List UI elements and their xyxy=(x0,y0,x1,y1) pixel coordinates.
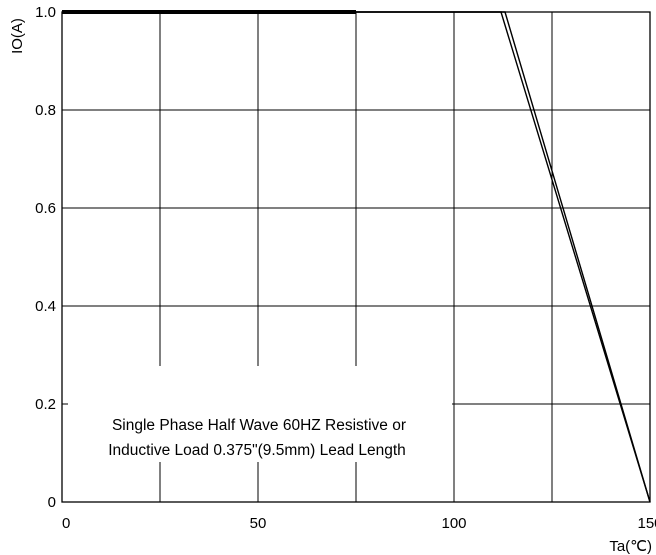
x-tick-label: 0 xyxy=(62,515,70,532)
y-tick-label: 0.8 xyxy=(35,102,56,119)
y-axis-label: IO(A) xyxy=(9,18,26,54)
annotation-box-background xyxy=(68,366,452,462)
annotation-line-2: Inductive Load 0.375"(9.5mm) Lead Length xyxy=(108,442,406,459)
y-tick-label: 0 xyxy=(48,494,56,511)
x-tick-label: 150 xyxy=(637,515,656,532)
y-tick-label: 0.4 xyxy=(35,298,56,315)
x-tick-labels: 0 50 100 150 xyxy=(62,515,656,532)
x-tick-label: 100 xyxy=(441,515,466,532)
x-axis-label: Ta(℃) xyxy=(609,538,652,555)
y-tick-label: 1.0 xyxy=(35,4,56,21)
y-tick-label: 0.6 xyxy=(35,200,56,217)
y-tick-label: 0.2 xyxy=(35,396,56,413)
x-tick-label: 50 xyxy=(250,515,267,532)
annotation-line-1: Single Phase Half Wave 60HZ Resistive or xyxy=(112,417,406,434)
plot-frame xyxy=(61,11,651,503)
y-tick-labels: 0 0.2 0.4 0.6 0.8 1.0 xyxy=(35,4,56,511)
